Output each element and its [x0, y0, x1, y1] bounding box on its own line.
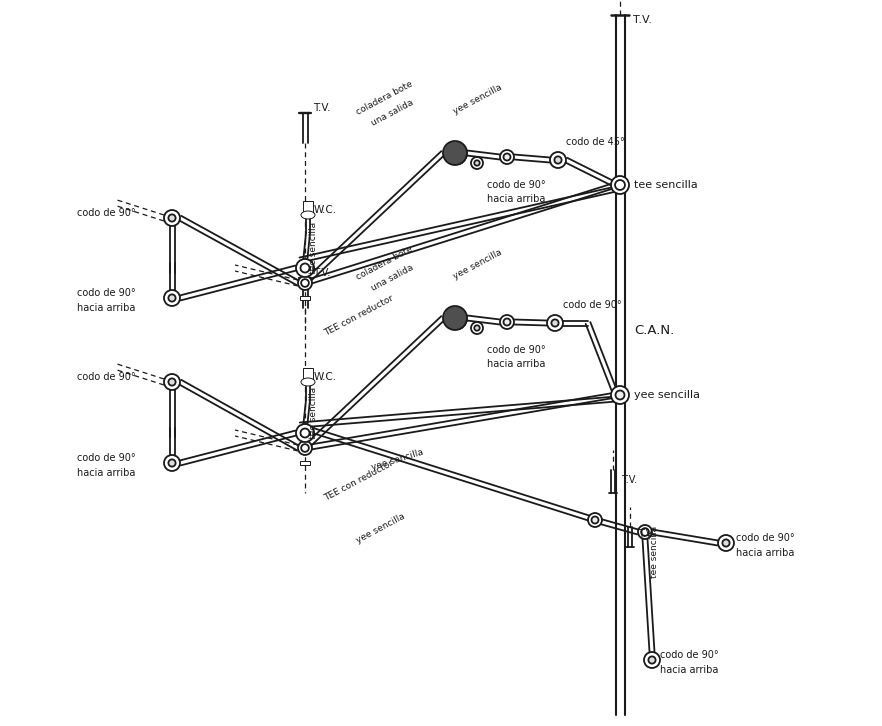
Circle shape [722, 539, 729, 547]
Text: una salida: una salida [370, 98, 415, 128]
Text: tee sencilla: tee sencilla [309, 222, 318, 274]
Circle shape [615, 180, 625, 190]
Text: C.A.N.: C.A.N. [634, 324, 674, 336]
Text: T.V.: T.V. [313, 268, 331, 278]
Circle shape [718, 535, 734, 551]
Text: hacia arriba: hacia arriba [660, 665, 718, 675]
Text: hacia arriba: hacia arriba [77, 303, 135, 313]
Text: T.V.: T.V. [313, 103, 331, 113]
Circle shape [164, 290, 180, 306]
Text: coladera bote: coladera bote [355, 245, 415, 282]
Text: W.C.: W.C. [314, 205, 337, 215]
Text: TEE con reductor: TEE con reductor [323, 459, 395, 503]
Text: yee sencilla: yee sencilla [634, 390, 700, 400]
Bar [300, 266, 310, 270]
Circle shape [168, 214, 176, 221]
Bar [303, 368, 313, 382]
Circle shape [592, 516, 599, 523]
Text: yee sencilla: yee sencilla [370, 448, 424, 472]
Text: una salida: una salida [370, 263, 415, 293]
Text: codo de 90°: codo de 90° [660, 650, 719, 660]
Text: coladera bote: coladera bote [355, 79, 415, 117]
Circle shape [168, 378, 176, 386]
Circle shape [500, 150, 514, 164]
Text: yee sencilla: yee sencilla [452, 248, 504, 281]
Circle shape [638, 525, 652, 539]
Circle shape [504, 319, 511, 325]
Circle shape [500, 315, 514, 329]
Circle shape [611, 176, 629, 194]
Circle shape [301, 280, 309, 287]
Circle shape [168, 460, 176, 467]
Circle shape [301, 428, 310, 438]
Text: T.V.: T.V. [638, 529, 654, 539]
Circle shape [550, 152, 566, 168]
Circle shape [301, 264, 310, 272]
Circle shape [168, 295, 176, 301]
Circle shape [547, 315, 563, 331]
Text: codo de 90°: codo de 90° [77, 208, 136, 218]
Circle shape [611, 386, 629, 404]
Circle shape [296, 259, 314, 277]
Circle shape [443, 141, 467, 165]
Text: codo de 90°: codo de 90° [487, 180, 546, 190]
Text: T.V.: T.V. [621, 475, 637, 485]
Circle shape [475, 160, 480, 166]
Text: T.V.: T.V. [633, 15, 652, 25]
Circle shape [616, 391, 624, 399]
Circle shape [471, 157, 483, 169]
Text: codo de 90°: codo de 90° [487, 345, 546, 355]
Circle shape [644, 652, 660, 668]
Circle shape [648, 656, 655, 664]
Text: codo de 45°: codo de 45° [566, 137, 624, 147]
Circle shape [504, 153, 511, 160]
Circle shape [301, 444, 309, 452]
Bar [300, 431, 310, 435]
Text: tee sencilla: tee sencilla [634, 180, 698, 190]
Text: codo de 90°: codo de 90° [77, 372, 136, 382]
Ellipse shape [301, 211, 315, 219]
Circle shape [164, 455, 180, 471]
Circle shape [471, 322, 483, 334]
Circle shape [551, 319, 558, 327]
Circle shape [164, 374, 180, 390]
Circle shape [443, 306, 467, 330]
Text: W.C.: W.C. [314, 372, 337, 382]
Text: codo de 90°: codo de 90° [77, 288, 136, 298]
Circle shape [641, 528, 649, 536]
Circle shape [298, 441, 312, 455]
Circle shape [588, 513, 602, 527]
Text: yee sencilla: yee sencilla [355, 511, 407, 544]
Text: hacia arriba: hacia arriba [736, 548, 795, 558]
Circle shape [298, 276, 312, 290]
Text: hacia arriba: hacia arriba [77, 468, 135, 478]
Text: yee sencilla: yee sencilla [452, 82, 504, 115]
Text: hacia arriba: hacia arriba [487, 194, 545, 204]
Text: codo de 90°: codo de 90° [77, 453, 136, 463]
Text: hacia arriba: hacia arriba [487, 359, 545, 369]
Bar [300, 461, 310, 465]
Bar [303, 201, 313, 215]
Text: tee sencilla: tee sencilla [309, 387, 318, 439]
Circle shape [164, 210, 180, 226]
Bar [300, 296, 310, 300]
Circle shape [475, 325, 480, 331]
Text: tee sencilla: tee sencilla [650, 526, 659, 578]
Circle shape [296, 424, 314, 442]
Text: codo de 90°: codo de 90° [563, 300, 622, 310]
Circle shape [555, 156, 562, 163]
Ellipse shape [301, 378, 315, 386]
Text: codo de 90°: codo de 90° [736, 533, 795, 543]
Text: TEE con reductor: TEE con reductor [323, 294, 395, 338]
